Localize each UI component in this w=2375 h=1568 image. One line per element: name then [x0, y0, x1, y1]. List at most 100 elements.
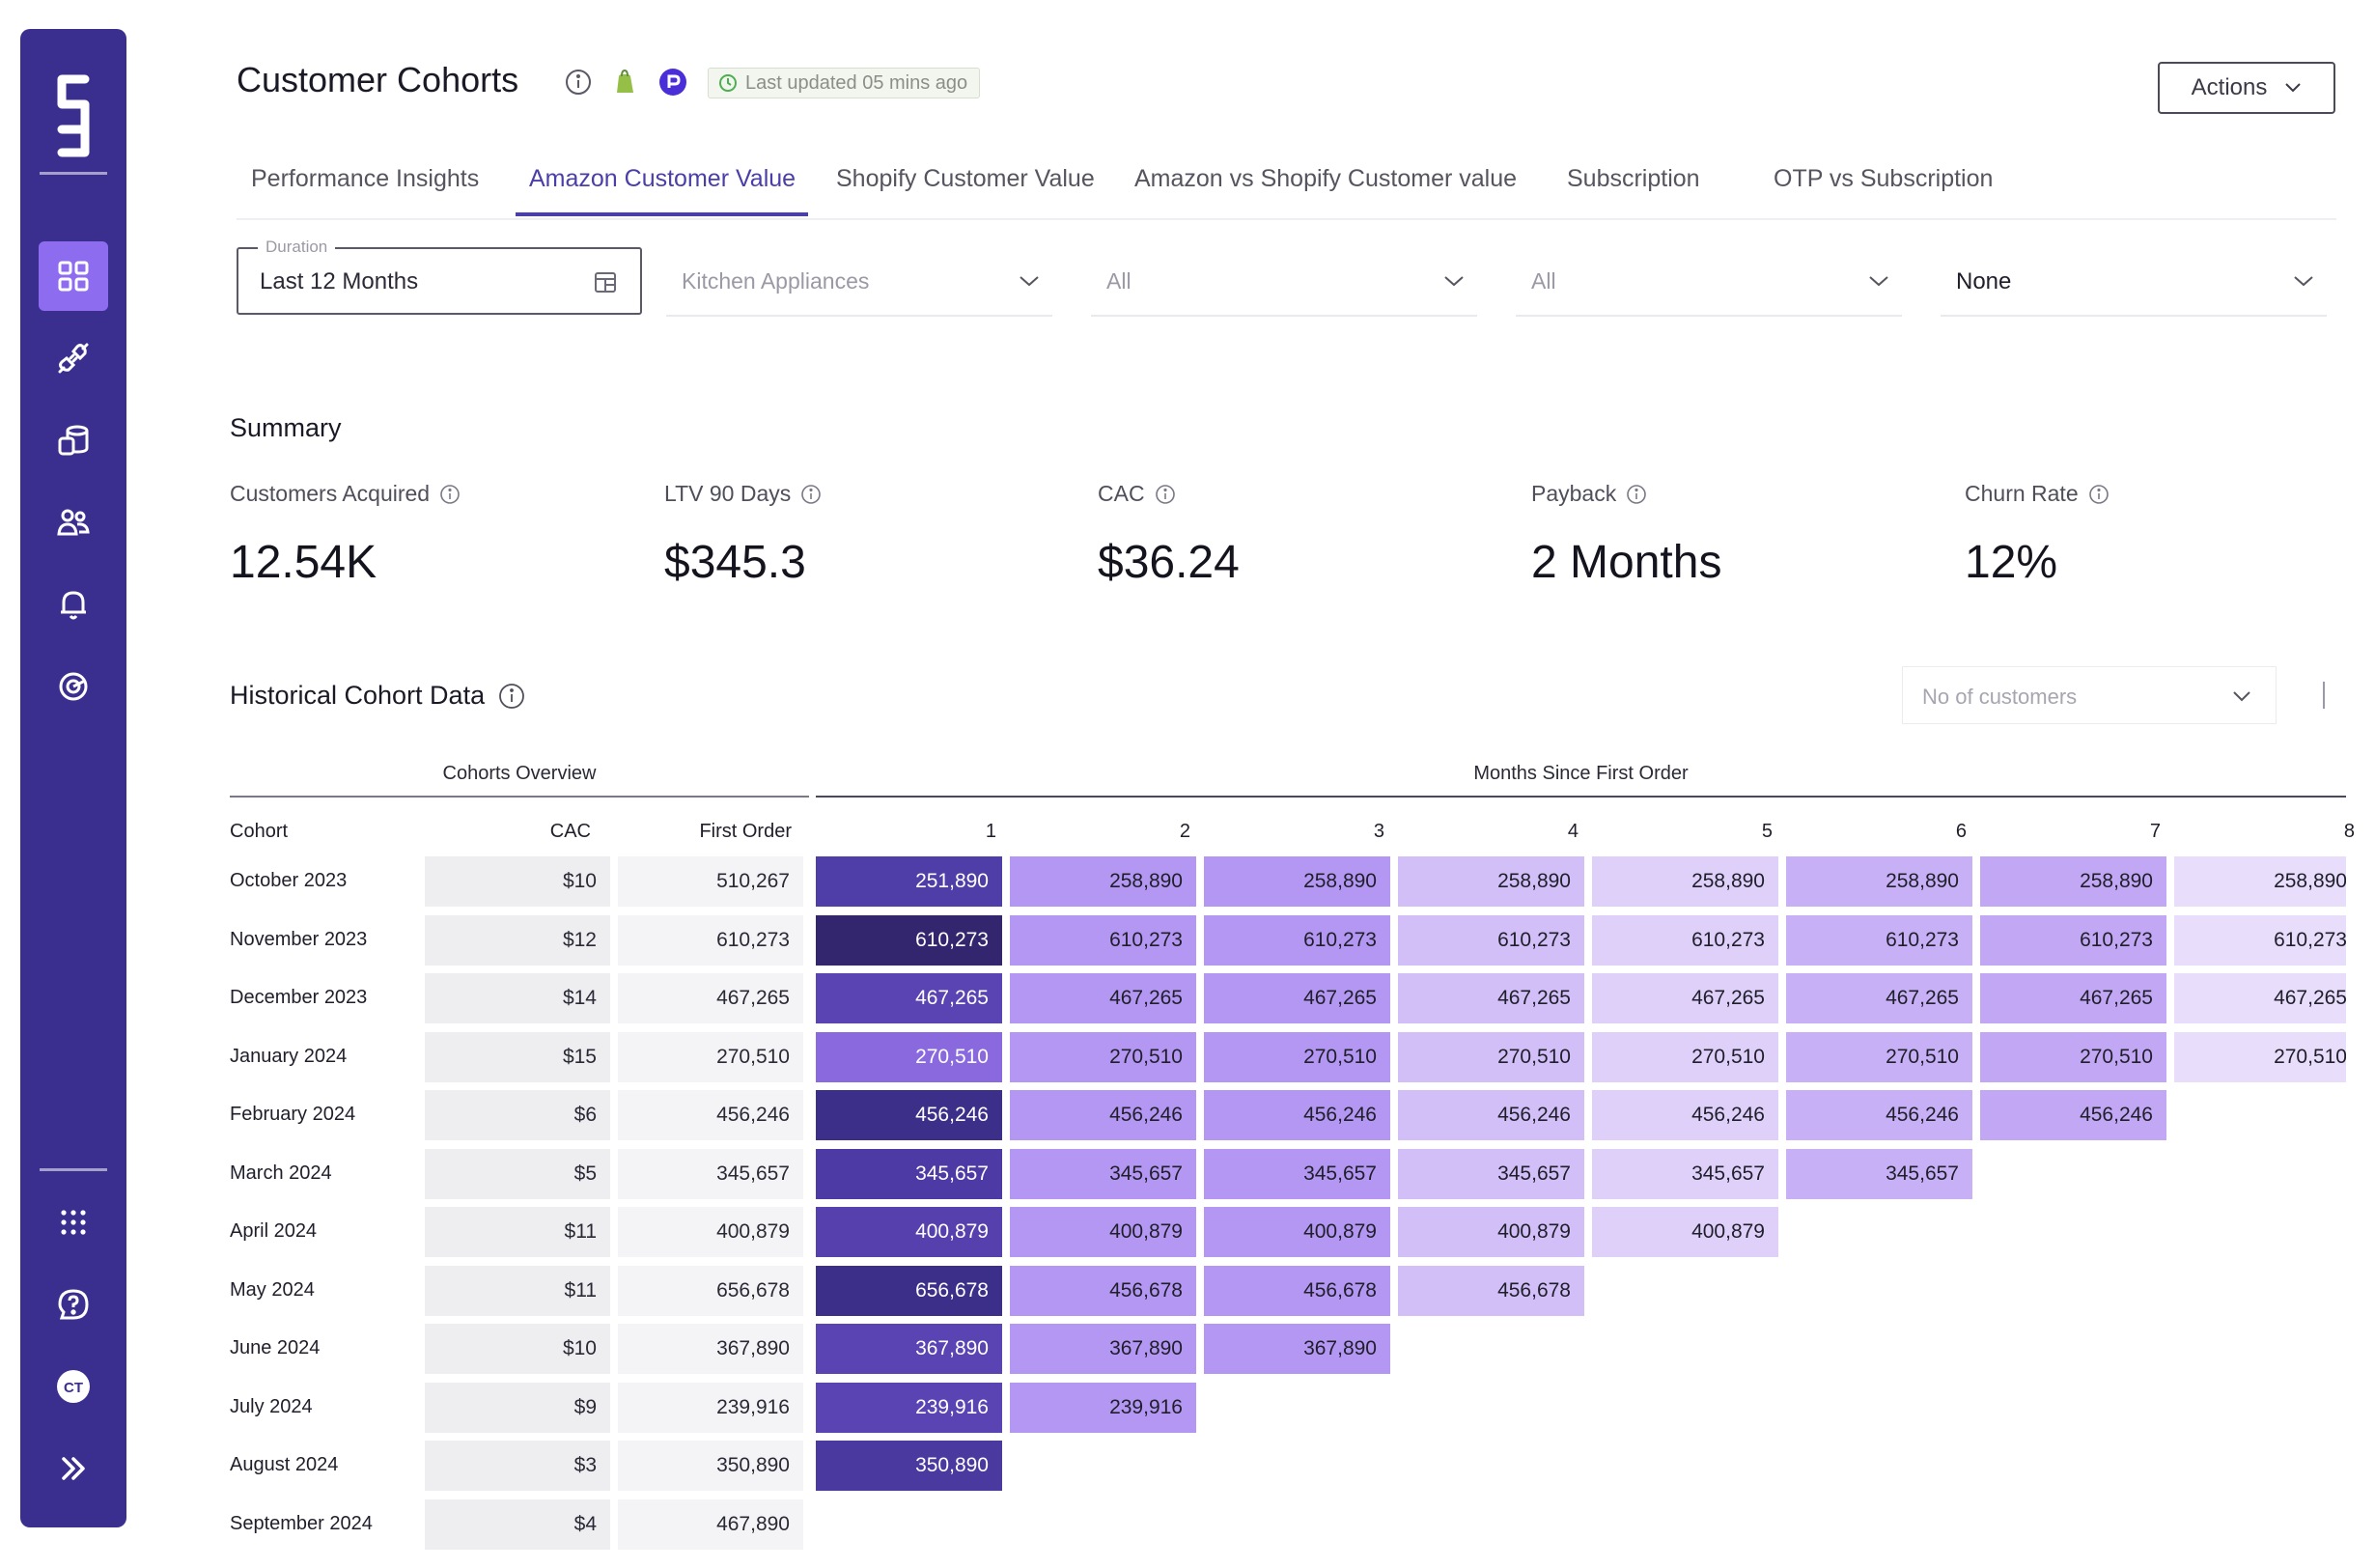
metric-value-churn-rate: 12%: [1965, 537, 2058, 588]
info-icon[interactable]: [564, 68, 593, 97]
tab-performance-insights[interactable]: Performance Insights: [251, 165, 480, 192]
heatmap-cell[interactable]: 367,890: [1204, 1324, 1390, 1374]
heatmap-cell[interactable]: 610,273: [1398, 915, 1584, 966]
heatmap-cell[interactable]: 270,510: [1204, 1032, 1390, 1082]
heatmap-cell[interactable]: 467,265: [1592, 973, 1778, 1023]
heatmap-cell[interactable]: 400,879: [1398, 1207, 1584, 1257]
info-icon[interactable]: [800, 484, 822, 505]
first-order-cell: 610,273: [618, 915, 803, 966]
heatmap-cell[interactable]: 456,246: [1398, 1090, 1584, 1140]
heatmap-cell[interactable]: 610,273: [1204, 915, 1390, 966]
heatmap-cell[interactable]: 239,916: [1010, 1383, 1196, 1433]
heatmap-cell[interactable]: 456,678: [1398, 1266, 1584, 1316]
heatmap-cell[interactable]: 610,273: [1980, 915, 2166, 966]
info-icon[interactable]: [439, 484, 461, 505]
metric-label-payback: Payback: [1531, 481, 1647, 507]
heatmap-cell[interactable]: 456,246: [1980, 1090, 2166, 1140]
heatmap-cell[interactable]: 258,890: [1204, 856, 1390, 907]
cohort-heatmap: 251,890 258,890 258,890 258,890 258,890 258,8…: [816, 0, 2346, 1568]
heatmap-cell[interactable]: 345,657: [1786, 1149, 1972, 1199]
sidebar-item-dashboard[interactable]: [39, 241, 108, 311]
heatmap-cell[interactable]: 270,510: [2174, 1032, 2346, 1082]
info-icon[interactable]: [498, 683, 525, 710]
heatmap-cell[interactable]: 456,678: [1010, 1266, 1196, 1316]
heatmap-cell[interactable]: 610,273: [1786, 915, 1972, 966]
heatmap-cell[interactable]: 258,890: [1592, 856, 1778, 907]
heatmap-cell[interactable]: 345,657: [1398, 1149, 1584, 1199]
heatmap-cell[interactable]: 610,273: [1592, 915, 1778, 966]
sidebar-item-data[interactable]: [39, 406, 108, 475]
info-icon[interactable]: [1626, 484, 1647, 505]
heatmap-cell[interactable]: 270,510: [816, 1032, 1002, 1082]
heatmap-cell[interactable]: 456,246: [1204, 1090, 1390, 1140]
heatmap-cell[interactable]: 251,890: [816, 856, 1002, 907]
sidebar-item-apps[interactable]: [39, 1188, 108, 1257]
filter-select-2[interactable]: All: [1091, 247, 1477, 317]
heatmap-cell[interactable]: 345,657: [1592, 1149, 1778, 1199]
sidebar-item-help[interactable]: [39, 1270, 108, 1339]
tab-shopify-customer-value[interactable]: Shopify Customer Value: [836, 165, 1095, 192]
heatmap-cell[interactable]: 270,510: [1980, 1032, 2166, 1082]
heatmap-cell[interactable]: 367,890: [816, 1324, 1002, 1374]
cohort-name: August 2024: [230, 1454, 339, 1475]
heatmap-cell[interactable]: 467,265: [1204, 973, 1390, 1023]
heatmap-cell[interactable]: 456,678: [1204, 1266, 1390, 1316]
filter-select-4[interactable]: None: [1941, 247, 2327, 317]
heatmap-cell[interactable]: 345,657: [1204, 1149, 1390, 1199]
category-select[interactable]: Kitchen Appliances: [666, 247, 1052, 317]
heatmap-cell[interactable]: 239,916: [816, 1383, 1002, 1433]
info-icon[interactable]: [1155, 484, 1176, 505]
heatmap-cell[interactable]: 350,890: [816, 1441, 1002, 1491]
heatmap-cell[interactable]: 270,510: [1592, 1032, 1778, 1082]
heatmap-cell[interactable]: 270,510: [1786, 1032, 1972, 1082]
heatmap-cell[interactable]: 456,246: [1786, 1090, 1972, 1140]
heatmap-cell[interactable]: 258,890: [1010, 856, 1196, 907]
heatmap-cell[interactable]: 610,273: [2174, 915, 2346, 966]
heatmap-cell[interactable]: 258,890: [1980, 856, 2166, 907]
cohort-name: July 2024: [230, 1396, 313, 1417]
sidebar-item-settings[interactable]: [39, 652, 108, 721]
tab-subscription[interactable]: Subscription: [1567, 165, 1700, 192]
heatmap-cell[interactable]: 467,265: [2174, 973, 2346, 1023]
heatmap-cell[interactable]: 345,657: [1010, 1149, 1196, 1199]
heatmap-cell[interactable]: 367,890: [1010, 1324, 1196, 1374]
heatmap-cell[interactable]: 400,879: [1204, 1207, 1390, 1257]
filter-4-value: None: [1956, 268, 2012, 294]
tab-amazon-vs-shopify[interactable]: Amazon vs Shopify Customer value: [1134, 165, 1518, 192]
heatmap-cell[interactable]: 270,510: [1398, 1032, 1584, 1082]
sidebar-expand-button[interactable]: [39, 1434, 108, 1503]
duration-picker[interactable]: Duration Last 12 Months: [237, 238, 642, 315]
heatmap-cell[interactable]: 656,678: [816, 1266, 1002, 1316]
heatmap-cell[interactable]: 258,890: [1786, 856, 1972, 907]
actions-button[interactable]: Actions: [2158, 62, 2335, 114]
heatmap-cell[interactable]: 400,879: [1592, 1207, 1778, 1257]
sidebar-item-customers[interactable]: [39, 488, 108, 557]
column-header-month-4: 4: [1567, 821, 1579, 842]
historical-cohort-title: Historical Cohort Data: [230, 681, 525, 711]
sidebar-item-integrations[interactable]: [39, 323, 108, 393]
heatmap-cell[interactable]: 456,246: [816, 1090, 1002, 1140]
heatmap-cell[interactable]: 270,510: [1010, 1032, 1196, 1082]
heatmap-cell[interactable]: 400,879: [816, 1207, 1002, 1257]
filter-select-3[interactable]: All: [1516, 247, 1902, 317]
sidebar-item-notifications[interactable]: [39, 570, 108, 639]
user-avatar[interactable]: CT: [39, 1352, 108, 1421]
tab-otp-vs-subscription[interactable]: OTP vs Subscription: [1774, 165, 1994, 192]
tab-amazon-customer-value[interactable]: Amazon Customer Value: [529, 165, 796, 192]
heatmap-cell[interactable]: 345,657: [816, 1149, 1002, 1199]
heatmap-cell[interactable]: 467,265: [1786, 973, 1972, 1023]
heatmap-cell[interactable]: 456,246: [1592, 1090, 1778, 1140]
metric-type-select[interactable]: No of customers: [1902, 666, 2277, 724]
heatmap-cell[interactable]: 467,265: [1010, 973, 1196, 1023]
heatmap-cell[interactable]: 258,890: [2174, 856, 2346, 907]
heatmap-cell[interactable]: 258,890: [1398, 856, 1584, 907]
heatmap-cell[interactable]: 400,879: [1010, 1207, 1196, 1257]
heatmap-cell[interactable]: 467,265: [1980, 973, 2166, 1023]
heatmap-cell[interactable]: 610,273: [1010, 915, 1196, 966]
heatmap-cell[interactable]: 456,246: [1010, 1090, 1196, 1140]
filter-3-value: All: [1531, 268, 1556, 294]
info-icon[interactable]: [2088, 484, 2110, 505]
heatmap-cell[interactable]: 467,265: [816, 973, 1002, 1023]
heatmap-cell[interactable]: 610,273: [816, 915, 1002, 966]
heatmap-cell[interactable]: 467,265: [1398, 973, 1584, 1023]
